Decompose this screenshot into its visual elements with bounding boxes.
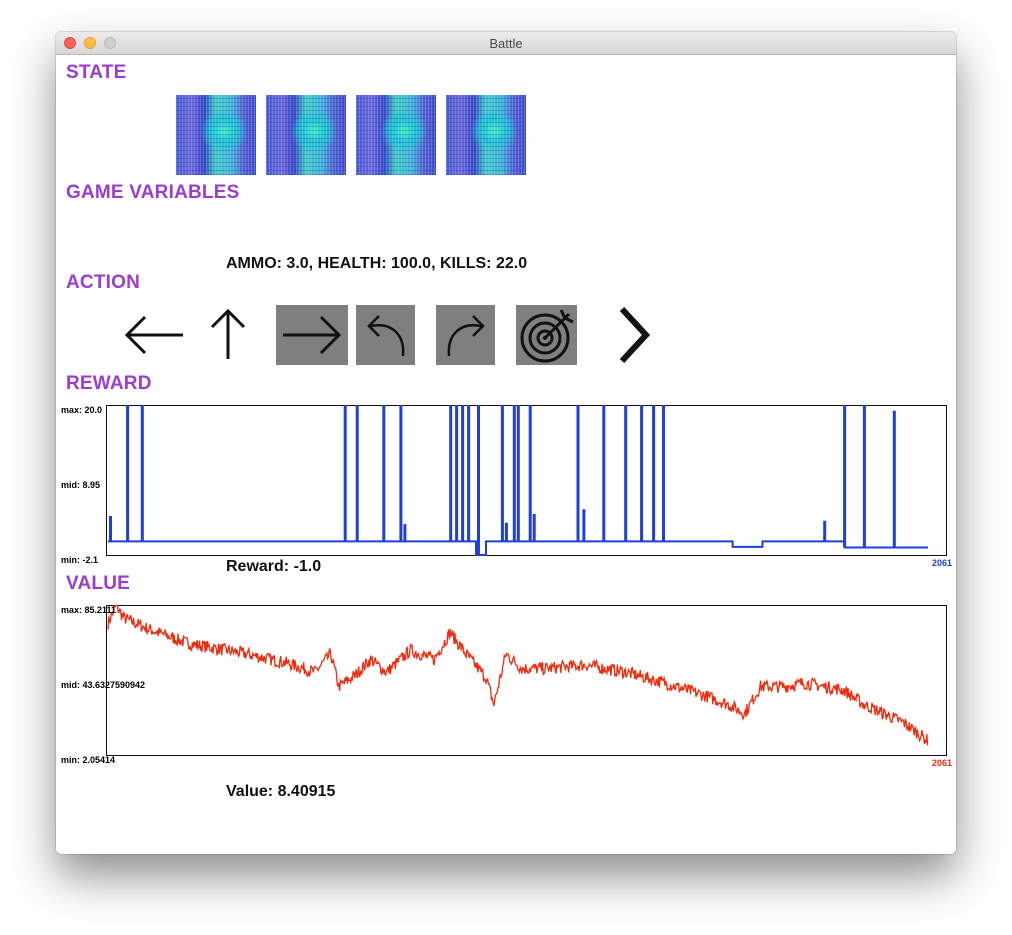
state-frame bbox=[176, 95, 256, 175]
section-title-value: VALUE bbox=[66, 573, 130, 594]
chevron-right-icon bbox=[619, 306, 651, 364]
reward-count-label: 2061 bbox=[932, 558, 952, 568]
turn-right-icon bbox=[447, 315, 485, 357]
arrow-up-icon bbox=[210, 308, 246, 359]
state-frame bbox=[446, 95, 526, 175]
window-title: Battle bbox=[489, 36, 523, 51]
target-icon bbox=[520, 309, 574, 363]
arrow-left-icon bbox=[124, 315, 183, 355]
section-title-game-variables: GAME VARIABLES bbox=[66, 182, 240, 203]
action-attack bbox=[516, 305, 577, 365]
reward-max-label: max: 20.0 bbox=[61, 405, 102, 415]
close-window-button[interactable] bbox=[64, 37, 76, 49]
maximize-window-button[interactable] bbox=[104, 37, 116, 49]
value-chart-frame bbox=[106, 605, 947, 756]
action-next bbox=[596, 305, 668, 365]
content-area: STATE GAME VARIABLES AMMO: 3.0, HEALTH: … bbox=[56, 55, 956, 854]
reward-min-label: min: -2.1 bbox=[61, 555, 98, 565]
section-title-state: STATE bbox=[66, 62, 127, 83]
state-frame bbox=[356, 95, 436, 175]
game-variables-text: AMMO: 3.0, HEALTH: 100.0, KILLS: 22.0 bbox=[226, 255, 528, 272]
action-turn-right bbox=[436, 305, 495, 365]
section-title-reward: REWARD bbox=[66, 373, 152, 394]
action-arrow-up bbox=[192, 305, 264, 365]
value-min-label: min: 2.05414 bbox=[61, 755, 115, 765]
minimize-window-button[interactable] bbox=[84, 37, 96, 49]
title-bar: Battle bbox=[56, 32, 956, 55]
action-arrow-left bbox=[118, 305, 190, 365]
state-frame bbox=[266, 95, 346, 175]
app-window: Battle STATE GAME VARIABLES AMMO: 3.0, H… bbox=[56, 32, 956, 854]
arrow-right-icon bbox=[283, 315, 342, 355]
reward-series-line bbox=[108, 405, 928, 556]
turn-left-icon bbox=[366, 315, 404, 357]
reward-chart: max: 20.0 mid: 8.95 min: -2.1 2061 bbox=[61, 405, 952, 568]
reward-chart-frame bbox=[106, 405, 947, 556]
value-max-label: max: 85.2111 bbox=[61, 605, 116, 615]
reward-readout: Reward: -1.0 bbox=[226, 558, 322, 575]
action-turn-left bbox=[356, 305, 415, 365]
value-count-label: 2061 bbox=[932, 758, 952, 768]
value-readout: Value: 8.40915 bbox=[226, 783, 336, 800]
action-arrow-right bbox=[276, 305, 348, 365]
section-title-action: ACTION bbox=[66, 272, 141, 293]
value-series-line bbox=[107, 605, 929, 746]
reward-mid-label: mid: 8.95 bbox=[61, 480, 100, 490]
value-chart: max: 85.2111 mid: 43.6327590942 min: 2.0… bbox=[61, 605, 952, 768]
value-mid-label: mid: 43.6327590942 bbox=[61, 680, 145, 690]
